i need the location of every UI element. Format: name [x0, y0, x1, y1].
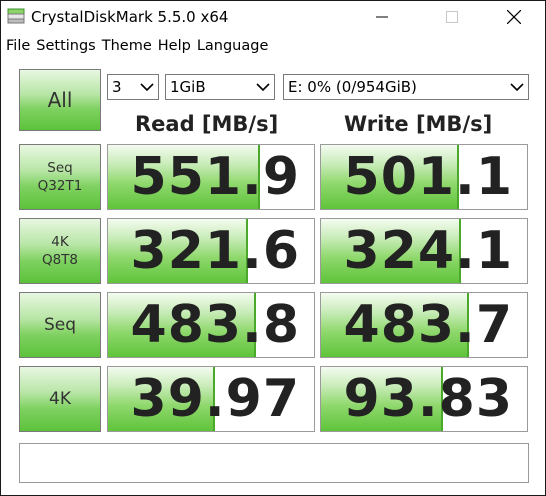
write-header: Write [MB/s]	[344, 112, 493, 136]
result-value: 93.83	[343, 369, 513, 429]
test-size-select[interactable]: 1GiB	[165, 74, 275, 100]
seq-write-result: 483.7	[320, 292, 528, 358]
minimize-icon	[376, 16, 388, 18]
result-bar	[321, 367, 443, 431]
test-label-line1: Seq	[47, 160, 73, 176]
maximize-icon	[446, 11, 458, 23]
seq-q32t1-read-result: 551.9	[107, 144, 315, 210]
drive-select[interactable]: E: 0% (0/954GiB)	[283, 74, 529, 100]
test-label-line1: Seq	[43, 315, 77, 335]
comment-input[interactable]	[19, 443, 529, 483]
result-bar	[108, 367, 216, 431]
4k-read-result: 39.97	[107, 366, 315, 432]
result-value: 483.7	[343, 295, 513, 355]
close-icon	[507, 10, 521, 24]
4k-q8t8-read-result: 321.6	[107, 218, 315, 284]
result-bar	[321, 219, 462, 283]
result-bar	[108, 145, 261, 209]
read-header: Read [MB/s]	[135, 112, 279, 136]
window-title: CrystalDiskMark 5.5.0 x64	[31, 8, 229, 26]
result-value: 324.1	[343, 221, 513, 281]
4k-q8t8-write-result: 324.1	[320, 218, 528, 284]
menu-theme[interactable]: Theme	[101, 38, 152, 54]
test-label-line1: 4K	[49, 389, 71, 409]
menu-help[interactable]: Help	[157, 38, 191, 54]
test-count-value: 3	[112, 78, 122, 96]
seq-q32t1-write-result: 501.1	[320, 144, 528, 210]
4k-button[interactable]: 4K	[19, 366, 101, 432]
menu-file[interactable]: File	[6, 38, 31, 54]
result-value: 321.6	[130, 221, 300, 281]
result-bar	[321, 293, 470, 357]
result-bar	[108, 293, 257, 357]
result-value: 483.8	[130, 295, 300, 355]
maximize-button[interactable]	[429, 1, 475, 33]
all-button[interactable]: All	[19, 69, 101, 131]
seq-button[interactable]: Seq	[19, 292, 101, 358]
close-button[interactable]	[491, 1, 537, 33]
test-label-line2: Q8T8	[41, 252, 79, 268]
chevron-down-icon	[510, 83, 524, 92]
result-value: 39.97	[130, 369, 300, 429]
crystaldiskmark-icon	[7, 8, 25, 24]
test-label-line2: Q32T1	[37, 178, 83, 194]
4k-q8t8-button[interactable]: 4K Q8T8	[19, 218, 101, 284]
chevron-down-icon	[140, 83, 154, 92]
4k-write-result: 93.83	[320, 366, 528, 432]
result-value: 551.9	[130, 147, 300, 207]
test-label-line1: 4K	[51, 234, 69, 250]
result-bar	[321, 145, 460, 209]
title-bar[interactable]: CrystalDiskMark 5.5.0 x64	[1, 1, 545, 33]
seq-q32t1-button[interactable]: Seq Q32T1	[19, 144, 101, 210]
result-bar	[108, 219, 249, 283]
drive-value: E: 0% (0/954GiB)	[288, 78, 417, 96]
main-panel: All 3 1GiB E: 0% (0/954GiB) Read [MB/s] …	[1, 63, 545, 495]
seq-read-result: 483.8	[107, 292, 315, 358]
menu-language[interactable]: Language	[196, 38, 269, 54]
test-size-value: 1GiB	[170, 78, 206, 96]
minimize-button[interactable]	[359, 1, 405, 33]
menu-settings[interactable]: Settings	[36, 38, 96, 54]
result-value: 501.1	[343, 147, 513, 207]
chevron-down-icon	[256, 83, 270, 92]
menu-bar: File Settings Theme Help Language	[1, 35, 271, 57]
test-count-select[interactable]: 3	[107, 74, 159, 100]
